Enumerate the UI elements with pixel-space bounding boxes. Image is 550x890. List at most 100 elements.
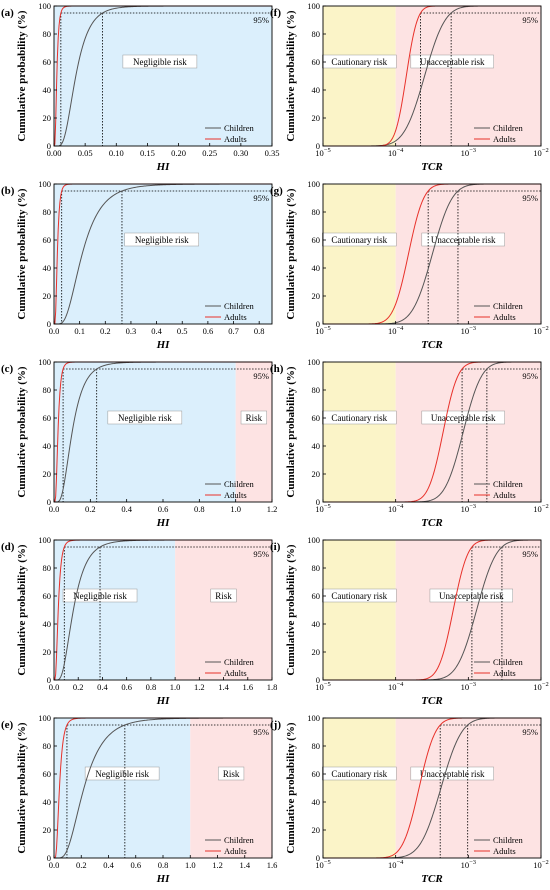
y-tick-label: 100 (38, 357, 51, 367)
y-axis-title: Cumulative probability (%) (285, 544, 297, 676)
x-tick-label: 0.0 (49, 326, 60, 336)
chart-panel-h: Cautionary risk Unacceptable risk 95% 0 20 40… (270, 357, 549, 529)
y-tick-label: 0 (316, 497, 320, 507)
x-tick-exponent: −2 (542, 325, 549, 332)
x-tick-label: 10−5 (315, 859, 330, 870)
region-label: Negligible risk (118, 413, 172, 423)
chart-panel-a: Negligible risk 95% 0 20 40 60 80 100 0.00 0.05 0.… (1, 1, 279, 173)
x-tick-exponent: −4 (396, 681, 404, 688)
plot-frame (322, 5, 542, 147)
x-tick-label: 10−2 (533, 681, 548, 692)
region-label: Risk (223, 769, 240, 779)
region-label: Negligible risk (95, 769, 149, 779)
y-tick-label: 0 (316, 675, 320, 685)
x-tick-label: 10−4 (388, 325, 404, 336)
region-label: Negligible risk (135, 235, 189, 245)
x-tick-base: 10 (533, 326, 542, 336)
p95-label: 95% (253, 371, 269, 381)
region-label-box (322, 588, 397, 603)
chart-panel-g: Cautionary risk Unacceptable risk 95% 0 20 40… (270, 179, 549, 351)
x-tick-exponent: −4 (396, 859, 404, 866)
x-axis-title: HI (156, 161, 171, 173)
region-negligible (54, 362, 236, 502)
x-tick-label: 0.4 (121, 504, 132, 514)
x-tick-label: 0.4 (151, 326, 162, 336)
region-label: Unacceptable risk (431, 235, 496, 245)
x-tick-label: 0.5 (177, 326, 188, 336)
legend-label: Children (493, 123, 523, 133)
region-cautionary (323, 718, 396, 858)
y-tick-label: 0 (316, 141, 320, 151)
x-tick-label: 1.2 (194, 682, 205, 692)
region-label: Unacceptable risk (420, 769, 485, 779)
y-tick-label: 40 (312, 797, 321, 807)
legend-label: Adults (493, 490, 516, 500)
legend-label: Adults (224, 668, 247, 678)
x-tick-label: 0.10 (109, 148, 124, 158)
panel-label: (a) (1, 7, 14, 19)
y-tick-label: 40 (312, 441, 321, 451)
region-label: Cautionary risk (331, 591, 387, 601)
y-tick-label: 40 (43, 263, 52, 273)
x-tick-label: 0.2 (76, 860, 87, 870)
y-tick-label: 40 (312, 85, 321, 95)
y-tick-label: 60 (312, 769, 321, 779)
chart-panel-e: Negligible risk Risk 95% 0 20 40 60 80 100 0.0 0.2… (1, 713, 277, 885)
x-tick-label: 0.8 (158, 860, 169, 870)
chart-panel-i: Cautionary risk Unacceptable risk95%02040… (270, 535, 549, 707)
y-tick-label: 20 (312, 825, 321, 835)
legend-label: Adults (224, 846, 247, 856)
region-label: Cautionary risk (331, 57, 387, 67)
region-label: Cautionary risk (331, 413, 387, 423)
x-tick-label: 0.00 (47, 148, 62, 158)
x-tick-base: 10 (461, 148, 470, 158)
x-tick-label: 0.0 (49, 504, 60, 514)
y-axis-title: Cumulative probability (%) (285, 188, 297, 320)
x-axis-title: HI (156, 517, 171, 529)
region-label-box (210, 588, 237, 603)
y-tick-label: 40 (312, 263, 321, 273)
y-tick-label: 60 (43, 235, 52, 245)
x-tick-base: 10 (461, 326, 470, 336)
y-tick-label: 80 (312, 563, 321, 573)
region-negligible (54, 184, 272, 324)
x-tick-label: 0.0 (49, 682, 60, 692)
x-tick-label: 1.6 (267, 860, 278, 870)
x-tick-label: 10−4 (388, 859, 404, 870)
region-label-box (421, 232, 505, 247)
p95-label: 95% (522, 549, 538, 559)
chart-panel-c: Negligible risk Risk 95% 0 20 40 60 80 100 0.0 0.2… (1, 357, 277, 529)
x-tick-base: 10 (533, 860, 542, 870)
x-tick-label: 0.4 (97, 682, 108, 692)
legend-label: Children (493, 479, 523, 489)
region-risk (175, 540, 272, 680)
y-tick-label: 100 (307, 713, 320, 723)
x-tick-base: 10 (388, 860, 397, 870)
x-tick-label: 10−3 (461, 147, 476, 158)
y-tick-label: 40 (312, 619, 321, 629)
legend-label: Adults (493, 668, 516, 678)
x-tick-base: 10 (315, 682, 324, 692)
plot-frame (322, 361, 542, 503)
region-label-box (107, 410, 183, 425)
x-tick-label: 1.2 (212, 860, 223, 870)
x-tick-exponent: −2 (542, 503, 549, 510)
x-tick-base: 10 (315, 504, 324, 514)
x-tick-exponent: −4 (396, 503, 404, 510)
x-tick-exponent: −5 (324, 147, 331, 154)
panel-label: (j) (270, 719, 281, 731)
x-tick-base: 10 (461, 860, 470, 870)
plot-frame (53, 539, 273, 681)
x-tick-label: 0.8 (254, 326, 265, 336)
y-axis-title: Cumulative probability (%) (16, 366, 28, 498)
legend-label: Children (224, 835, 254, 845)
y-tick-label: 80 (43, 385, 52, 395)
x-axis-title: HI (156, 695, 171, 707)
x-tick-exponent: −3 (469, 325, 476, 332)
y-tick-label: 20 (312, 647, 321, 657)
p95-label: 95% (522, 15, 538, 25)
region-risk (235, 362, 272, 502)
region-label-box (122, 54, 198, 69)
